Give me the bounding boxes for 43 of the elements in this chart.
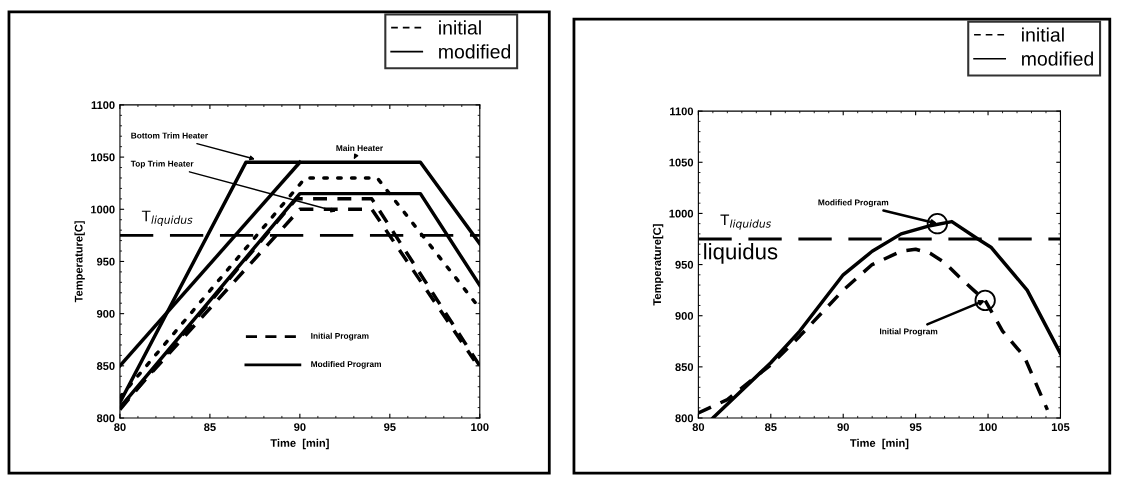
x-axis-title: Time [min] [270, 438, 329, 450]
x-tick-label: 95 [909, 423, 922, 432]
x-axis-title: Time [min] [850, 438, 909, 450]
y-tick-label: 950 [675, 260, 694, 269]
y-tick-label: 900 [675, 311, 694, 320]
y-tick-label: 950 [96, 257, 115, 266]
legend-label: initial [439, 20, 481, 35]
y-tick-label: 1100 [670, 107, 694, 116]
x-tick-label: 80 [114, 423, 126, 432]
annotation: liquidus [704, 243, 778, 264]
annotation: Modified Program [818, 199, 889, 208]
annotation: Bottom Trim Heater [131, 132, 208, 139]
y-tick-label: 850 [96, 362, 115, 370]
annotation: Initial Program [879, 328, 938, 336]
y-axis-title: Temperature[C] [74, 221, 85, 303]
ref-line-label: T$_{liquidus}$ [720, 214, 771, 230]
annotation: Top Trim Heater [130, 160, 194, 169]
x-tick-label: 100 [979, 423, 997, 432]
annotation: Main Heater [336, 144, 383, 151]
x-tick-label: 105 [1051, 423, 1070, 432]
y-tick-label: 800 [675, 414, 694, 423]
x-tick-label: 85 [764, 423, 777, 432]
y-tick-label: 800 [96, 414, 115, 423]
x-tick-label: 80 [692, 423, 705, 432]
annotation: Initial Program [311, 332, 369, 341]
y-tick-label: 1000 [669, 209, 694, 218]
x-tick-label: 85 [204, 423, 216, 432]
legend-label: modified [439, 44, 511, 59]
x-tick-label: 100 [471, 423, 489, 432]
y-tick-label: 1050 [91, 153, 115, 162]
x-tick-label: 90 [837, 423, 849, 432]
y-tick-label: 850 [675, 363, 694, 371]
y-tick-label: 1050 [669, 158, 694, 167]
x-tick-label: 90 [294, 423, 306, 432]
legend-label: modified [1022, 51, 1093, 66]
ref-line-label: T$_{liquidus}$ [141, 210, 193, 226]
y-tick-label: 900 [96, 309, 115, 318]
y-axis-title: Temperature[C] [652, 224, 664, 306]
y-tick-label: 1000 [91, 205, 115, 214]
x-tick-label: 95 [384, 423, 396, 432]
annotation: Modified Program [311, 360, 381, 369]
y-tick-label: 1100 [91, 101, 115, 110]
legend-label: initial [1022, 27, 1064, 42]
